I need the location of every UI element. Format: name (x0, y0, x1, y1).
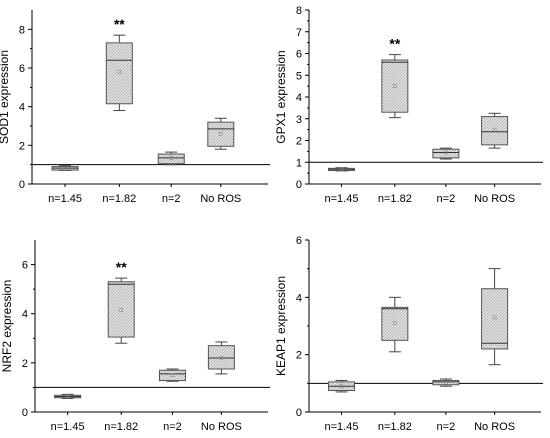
y-tick-label: 0 (296, 407, 302, 419)
significance-marker: ** (389, 36, 400, 52)
y-tick-label: 4 (22, 309, 28, 321)
chart-panel: 0 2 4 6 KEAP1 expression n=1.45 n=1.82 n=2 No RO… (274, 235, 543, 433)
x-tick-label: n=1.82 (104, 421, 138, 433)
box-plot (51, 165, 79, 171)
chart-panel: 0 2 4 6 NRF2 expression n=1.45 n=1.82 n=2 No ROS… (0, 240, 270, 433)
mean-marker (339, 167, 344, 172)
box-body (432, 379, 460, 386)
box-body (432, 148, 460, 159)
mean-marker (492, 315, 497, 320)
box-body (158, 369, 186, 382)
y-axis-label: KEAP1 expression (274, 276, 288, 376)
x-tick-label: n=2 (437, 421, 456, 433)
x-tick-label: n=2 (163, 421, 182, 433)
y-tick-label: 2 (19, 140, 25, 152)
box-plot (481, 268, 509, 366)
box-body (207, 121, 235, 147)
box-plot (54, 393, 82, 399)
y-tick-label: 0 (22, 407, 28, 419)
mean-marker (219, 131, 223, 136)
y-tick-label: 7 (296, 27, 302, 39)
mean-marker (444, 380, 448, 385)
y-tick-label: 6 (22, 260, 28, 272)
x-tick-label: n=1.82 (378, 421, 412, 433)
box-plot (381, 54, 409, 119)
box-body (381, 59, 409, 113)
chart-panel: 0 1 2 3 4 5 6 7 8 GPX1 expression n=1.45 n=1.82 n=2 N… (274, 5, 543, 205)
x-tick-label: No ROS (474, 421, 515, 433)
significance-marker: ** (114, 16, 125, 32)
box-body (157, 153, 185, 165)
box-plot (157, 151, 185, 166)
x-tick-label: n=1.45 (51, 421, 85, 433)
y-tick-label: 0 (296, 179, 302, 191)
x-tick-label: n=1.45 (325, 193, 359, 205)
box-plot (207, 117, 235, 150)
mean-marker (117, 70, 122, 74)
box-body (481, 288, 509, 350)
chart-panel: 0 2 4 6 8 SOD1 expression n=1.45 n=1.82 n=2 No RO… (0, 10, 270, 205)
mean-marker (65, 394, 70, 399)
box-plot (327, 167, 355, 172)
y-tick-label: 6 (19, 63, 25, 75)
significance-marker: ** (116, 259, 127, 275)
y-tick-label: 6 (296, 49, 302, 61)
mean-marker (170, 373, 175, 377)
box-plot (207, 341, 235, 375)
x-tick-label: n=1.82 (102, 193, 136, 205)
y-tick-label: 4 (19, 102, 25, 114)
box-plot (432, 378, 460, 387)
box-plot (158, 368, 186, 382)
y-tick-label: 6 (296, 235, 302, 247)
mean-marker (63, 166, 67, 171)
box-plot (105, 34, 133, 112)
box-plot (107, 277, 135, 344)
y-tick-label: 8 (296, 5, 302, 17)
x-tick-label: n=2 (162, 193, 181, 205)
box-plot (432, 147, 460, 160)
y-axis-label: NRF2 expression (0, 280, 14, 373)
y-axis-label: GPX1 expression (274, 50, 288, 143)
y-tick-label: 2 (22, 358, 28, 370)
mean-marker (219, 356, 224, 360)
box-body (481, 116, 509, 146)
mean-marker (119, 308, 124, 312)
x-tick-label: No ROS (200, 193, 241, 205)
mean-marker (393, 84, 397, 88)
box-body (381, 306, 409, 341)
x-tick-label: No ROS (474, 193, 515, 205)
y-tick-label: 2 (296, 350, 302, 362)
y-tick-label: 5 (296, 70, 302, 82)
x-tick-label: n=1.82 (378, 193, 412, 205)
y-tick-label: 4 (296, 92, 302, 104)
mean-marker (444, 150, 448, 155)
y-tick-label: 3 (296, 114, 302, 126)
box-plot (481, 112, 509, 149)
box-body (107, 281, 135, 338)
y-tick-label: 4 (296, 292, 302, 304)
box-plot (327, 379, 355, 393)
x-tick-label: n=1.45 (325, 421, 359, 433)
mean-marker (393, 321, 397, 325)
box-plot (381, 296, 409, 353)
x-tick-label: n=1.45 (48, 193, 82, 205)
mean-marker (169, 156, 174, 160)
mean-marker (492, 127, 497, 132)
x-tick-label: No ROS (201, 421, 242, 433)
y-tick-label: 8 (19, 24, 25, 36)
box-body (207, 345, 235, 370)
y-axis-label: SOD1 expression (0, 50, 11, 144)
y-tick-label: 2 (296, 136, 302, 148)
x-tick-label: n=2 (437, 193, 456, 205)
y-tick-label: 1 (296, 157, 302, 169)
mean-marker (339, 384, 344, 389)
y-tick-label: 0 (19, 179, 25, 191)
